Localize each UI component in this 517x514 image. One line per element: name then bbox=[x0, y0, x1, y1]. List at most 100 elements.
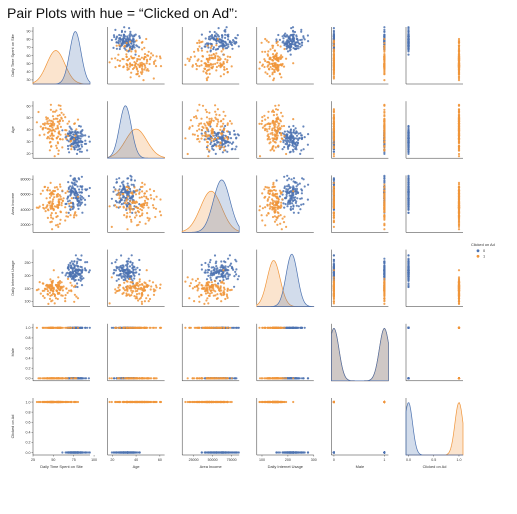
panel-0-0 bbox=[32, 27, 91, 85]
data-point bbox=[295, 137, 298, 140]
data-point bbox=[135, 224, 139, 227]
data-point bbox=[145, 204, 149, 207]
data-point bbox=[126, 66, 129, 69]
data-point bbox=[216, 37, 219, 41]
data-point bbox=[69, 208, 72, 211]
data-point bbox=[59, 287, 62, 290]
data-point bbox=[217, 131, 220, 134]
data-point bbox=[268, 68, 271, 71]
data-point bbox=[204, 284, 207, 287]
data-point bbox=[383, 125, 386, 128]
data-point bbox=[70, 284, 73, 287]
data-point bbox=[159, 65, 163, 68]
data-point bbox=[50, 145, 53, 148]
data-point bbox=[227, 43, 230, 46]
data-point bbox=[280, 54, 283, 57]
data-point bbox=[159, 57, 162, 60]
data-point bbox=[407, 258, 410, 262]
data-point bbox=[457, 216, 461, 219]
data-point bbox=[110, 262, 113, 265]
data-point bbox=[214, 110, 217, 113]
data-point bbox=[285, 152, 288, 156]
data-point bbox=[332, 53, 335, 56]
data-point bbox=[113, 268, 116, 272]
data-point bbox=[140, 72, 143, 75]
data-point bbox=[126, 267, 129, 270]
data-point bbox=[51, 200, 54, 203]
data-point bbox=[55, 289, 59, 293]
data-point bbox=[268, 138, 271, 141]
data-point bbox=[75, 146, 78, 149]
data-point bbox=[277, 33, 280, 37]
data-point bbox=[383, 192, 386, 195]
data-point bbox=[205, 57, 208, 61]
data-point bbox=[213, 34, 217, 37]
data-point bbox=[227, 275, 230, 278]
data-point bbox=[52, 189, 55, 192]
data-point bbox=[280, 57, 283, 60]
data-point bbox=[300, 188, 303, 191]
data-point bbox=[123, 214, 126, 217]
data-point bbox=[64, 116, 67, 119]
data-point bbox=[80, 140, 84, 143]
data-point bbox=[260, 214, 263, 217]
data-point bbox=[212, 138, 215, 141]
data-point bbox=[457, 108, 461, 111]
data-point bbox=[148, 217, 151, 220]
data-point bbox=[232, 141, 235, 144]
data-point bbox=[332, 274, 335, 277]
data-point bbox=[120, 267, 123, 270]
data-point bbox=[73, 193, 76, 196]
data-point bbox=[120, 198, 123, 201]
data-point bbox=[269, 56, 272, 60]
data-point bbox=[145, 62, 148, 65]
data-point bbox=[126, 177, 129, 180]
data-point bbox=[55, 109, 58, 112]
data-point bbox=[407, 50, 410, 53]
data-point bbox=[127, 274, 130, 277]
data-point bbox=[264, 59, 267, 63]
data-point bbox=[215, 145, 218, 148]
data-point bbox=[457, 125, 461, 128]
data-point bbox=[306, 34, 309, 37]
data-point bbox=[129, 260, 132, 263]
data-point bbox=[68, 202, 71, 205]
data-point bbox=[64, 297, 67, 300]
data-point bbox=[258, 155, 262, 158]
data-point bbox=[38, 281, 41, 284]
data-point bbox=[267, 64, 270, 67]
data-point bbox=[287, 188, 290, 191]
data-point bbox=[108, 302, 111, 305]
data-point bbox=[263, 188, 266, 191]
data-point bbox=[64, 274, 67, 277]
data-point bbox=[277, 118, 280, 121]
data-point bbox=[332, 152, 335, 156]
data-point bbox=[281, 193, 284, 196]
data-point bbox=[79, 130, 82, 133]
data-point bbox=[407, 274, 410, 277]
data-point bbox=[66, 134, 70, 137]
data-point bbox=[45, 122, 49, 125]
data-point bbox=[383, 134, 386, 137]
data-point bbox=[88, 186, 91, 190]
data-point bbox=[144, 201, 147, 204]
data-point bbox=[273, 49, 276, 52]
data-point bbox=[39, 292, 42, 295]
data-point bbox=[48, 196, 52, 199]
data-point bbox=[300, 134, 303, 137]
data-point bbox=[407, 175, 410, 178]
data-point bbox=[196, 129, 199, 132]
data-point bbox=[128, 27, 131, 30]
data-point bbox=[283, 175, 286, 178]
data-point bbox=[277, 127, 280, 130]
data-point bbox=[457, 104, 461, 107]
data-point bbox=[198, 122, 201, 125]
data-point bbox=[108, 205, 111, 208]
data-point bbox=[226, 55, 229, 58]
data-point bbox=[219, 266, 222, 269]
data-point bbox=[120, 269, 124, 272]
data-point bbox=[276, 56, 280, 59]
data-point bbox=[68, 289, 71, 292]
data-point bbox=[407, 211, 410, 214]
